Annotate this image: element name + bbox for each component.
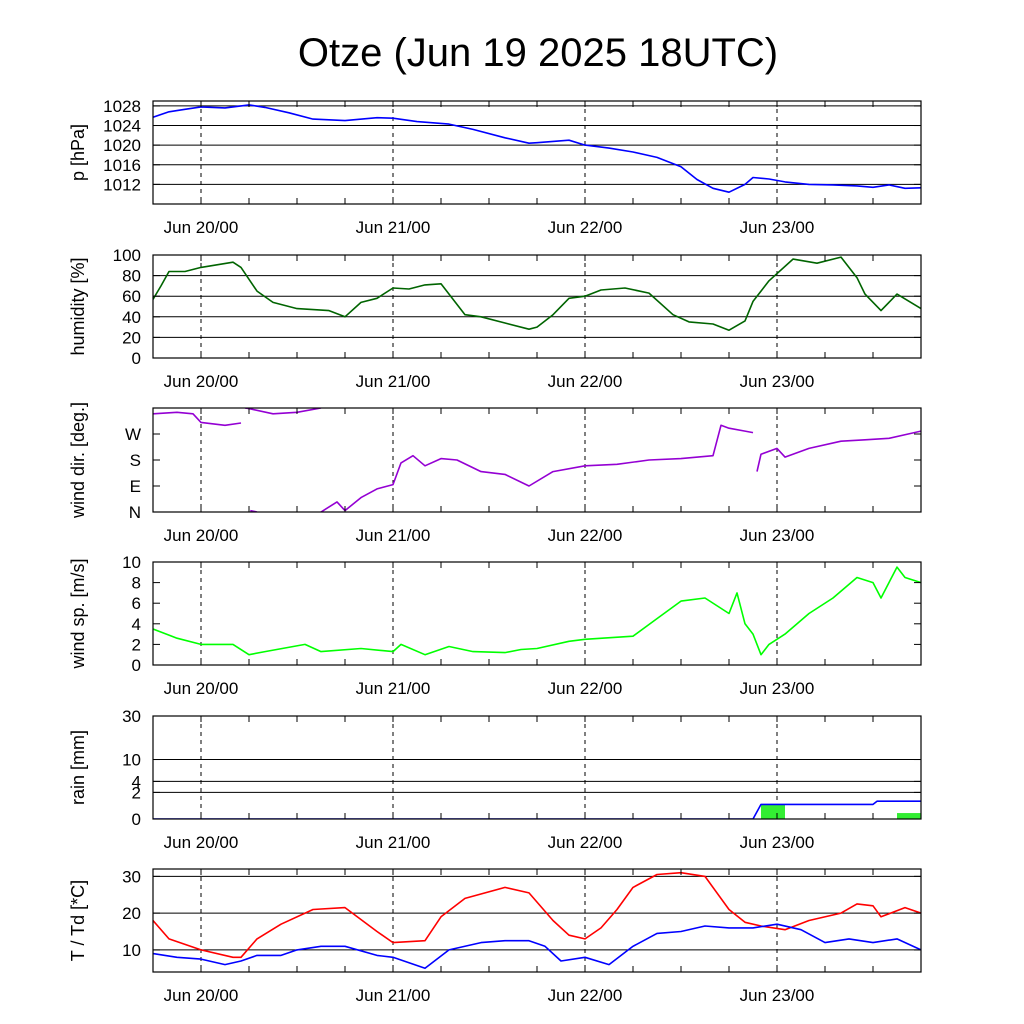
x-tick-label: Jun 21/00 <box>356 986 431 1005</box>
x-tick-label: Jun 23/00 <box>740 833 815 852</box>
y-tick-label: 30 <box>122 707 141 726</box>
x-tick-label: Jun 23/00 <box>740 679 815 698</box>
x-tick-label: Jun 20/00 <box>164 833 239 852</box>
panel-rain: 0 24 10 30 Jun 20/00 Jun 21/00 Jun 22/00 Jun 23… <box>68 707 922 852</box>
x-tick-label: Jun 20/00 <box>164 218 239 237</box>
y-axis-label: humidity [%] <box>68 257 88 355</box>
x-tick-label: Jun 23/00 <box>740 372 815 391</box>
y-tick-label: 4 <box>132 772 141 791</box>
x-tick-label: Jun 22/00 <box>548 986 623 1005</box>
x-tick-label: Jun 22/00 <box>548 372 623 391</box>
series-line-wind_dir-4 <box>756 430 921 472</box>
panel-wind_speed: 0 24 68 10 Jun 20/00 Jun 21/00 Jun 22/00 Jun 23… <box>68 553 922 698</box>
x-tick-label: Jun 23/00 <box>740 986 815 1005</box>
panel-frame <box>152 868 922 973</box>
y-tick-label: 10 <box>122 751 141 770</box>
x-tick-label: Jun 21/00 <box>356 526 431 545</box>
series-line-pressure <box>153 104 921 193</box>
panel-frame <box>152 407 922 513</box>
y-axis-label: T / Td [*C] <box>68 880 88 961</box>
y-tick-label: 2 <box>132 635 141 654</box>
x-tick-label: Jun 23/00 <box>740 218 815 237</box>
y-tick-label: 1012 <box>103 175 141 194</box>
chart-title: Otze (Jun 19 2025 18UTC) <box>298 31 778 75</box>
series-line-wind_speed <box>153 566 921 656</box>
y-tick-label: 30 <box>122 867 141 886</box>
rain-bar <box>761 804 785 819</box>
series-line-temperature <box>153 871 921 959</box>
panel-frame <box>152 100 922 205</box>
x-tick-label: Jun 21/00 <box>356 833 431 852</box>
x-tick-label: Jun 21/00 <box>356 679 431 698</box>
y-axis-label: wind dir. [deg.] <box>68 402 88 519</box>
x-tick-label: Jun 21/00 <box>356 218 431 237</box>
y-axis-label: rain [mm] <box>68 730 88 805</box>
y-tick-label: N <box>129 503 141 522</box>
panel-frame <box>152 561 922 666</box>
x-tick-label: Jun 22/00 <box>548 833 623 852</box>
y-tick-label: 10 <box>122 941 141 960</box>
y-tick-label: 1028 <box>103 97 141 116</box>
series-line-wind_dir-0 <box>153 411 242 427</box>
y-tick-label: 1020 <box>103 136 141 155</box>
y-tick-label: 1024 <box>103 117 141 136</box>
series-line-dewpoint <box>153 923 921 970</box>
x-tick-label: Jun 22/00 <box>548 679 623 698</box>
y-tick-label: 0 <box>132 656 141 675</box>
y-tick-label: 100 <box>113 246 141 265</box>
series-line-humidity <box>153 256 921 332</box>
y-tick-label: 10 <box>122 553 141 572</box>
x-tick-label: Jun 20/00 <box>164 526 239 545</box>
y-tick-label: 80 <box>122 267 141 286</box>
y-tick-label: 2 <box>132 783 141 802</box>
x-tick-label: Jun 21/00 <box>356 372 431 391</box>
y-axis-label: wind sp. [m/s] <box>68 558 88 669</box>
y-axis-label: p [hPa] <box>68 124 88 181</box>
x-tick-label: Jun 22/00 <box>548 526 623 545</box>
y-tick-label: 8 <box>132 574 141 593</box>
y-tick-label: 40 <box>122 308 141 327</box>
x-tick-label: Jun 20/00 <box>164 986 239 1005</box>
y-tick-label: 60 <box>122 287 141 306</box>
y-tick-label: 6 <box>132 594 141 613</box>
panel-temp: 10 20 30 Jun 20/00 Jun 21/00 Jun 22/00 Jun 23/… <box>68 867 922 1005</box>
x-tick-label: Jun 23/00 <box>740 526 815 545</box>
panel-frame <box>152 254 922 359</box>
series-line-wind_dir-3 <box>320 424 754 512</box>
series-line-wind_dir-1 <box>244 408 322 415</box>
y-tick-label: 0 <box>132 349 141 368</box>
y-tick-label: 20 <box>122 328 141 347</box>
y-tick-label: 20 <box>122 904 141 923</box>
series-line-rain_accum <box>153 800 921 819</box>
y-tick-label: 0 <box>132 810 141 829</box>
x-tick-label: Jun 22/00 <box>548 218 623 237</box>
y-tick-label: 4 <box>132 615 141 634</box>
y-tick-label: E <box>130 477 141 496</box>
x-tick-label: Jun 20/00 <box>164 679 239 698</box>
y-tick-label: W <box>125 425 141 444</box>
y-tick-label: 1016 <box>103 156 141 175</box>
x-tick-label: Jun 20/00 <box>164 372 239 391</box>
rain-bar <box>897 813 921 819</box>
panel-frame <box>152 715 922 820</box>
y-tick-label: S <box>130 451 141 470</box>
